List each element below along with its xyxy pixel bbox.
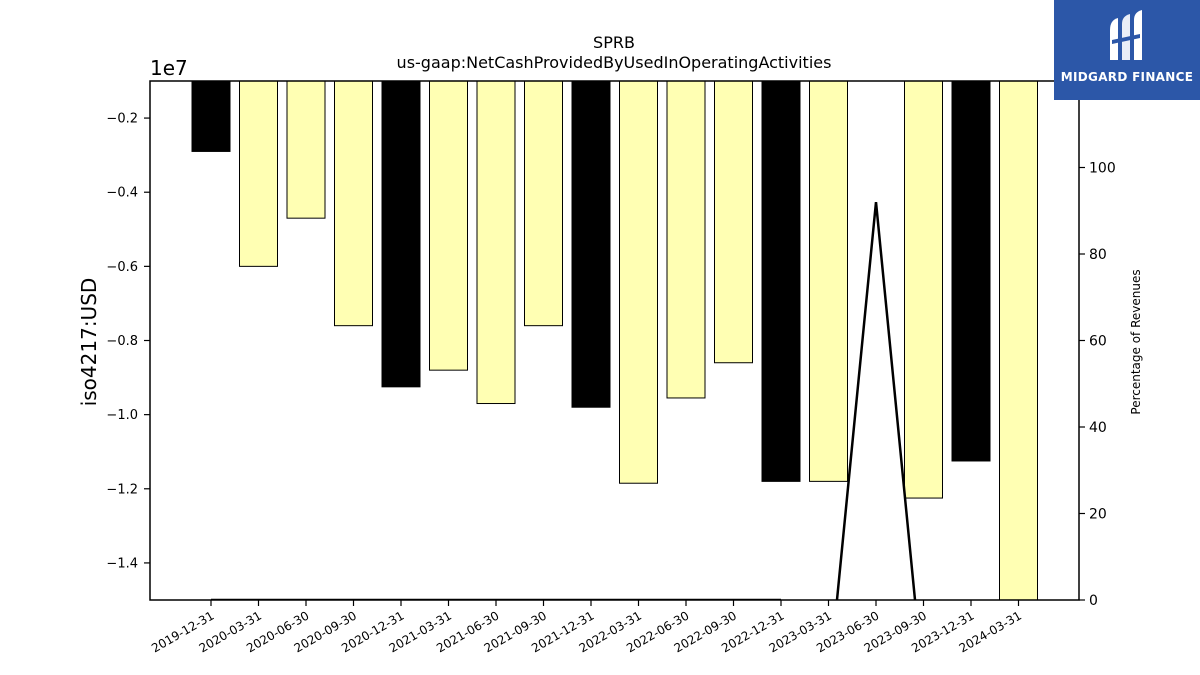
midgard-finance-logo: MIDGARD FINANCE: [1054, 0, 1200, 100]
bar-2019-12-31: [191, 81, 231, 152]
bar-2020-09-30: [334, 81, 373, 327]
y-right-tick-label: 80: [1089, 247, 1107, 263]
bar-2020-03-31: [239, 81, 278, 267]
y-right-axis-label: Percentage of Revenues: [1129, 269, 1143, 414]
bar-2022-09-30: [714, 81, 753, 364]
bar-2021-03-31: [429, 81, 468, 371]
chart-subtitle: us-gaap:NetCashProvidedByUsedInOperating…: [397, 53, 832, 72]
bar-2021-12-31: [571, 81, 611, 408]
plot-frame: [149, 80, 1080, 601]
bar-2024-03-31: [999, 81, 1038, 600]
logo-text: MIDGARD FINANCE: [1060, 70, 1194, 84]
bar-2022-12-31: [761, 81, 801, 482]
bar-2023-09-30: [904, 81, 943, 499]
y-right-tick-label: 20: [1089, 507, 1107, 523]
bar-2020-06-30: [286, 81, 326, 219]
y-tick-label: −1.0: [106, 408, 138, 423]
bar-2023-12-31: [951, 81, 991, 462]
y-right-tick-label: 0: [1089, 593, 1098, 609]
y-tick-label: −0.6: [106, 260, 138, 275]
bar-2020-12-31: [381, 81, 421, 388]
bar-2022-03-31: [619, 81, 658, 484]
y-right-tick-label: 60: [1089, 334, 1107, 350]
logo-mark-icon: [1110, 10, 1142, 60]
y-tick-label: −0.4: [106, 186, 138, 201]
y-multiplier-label: 1e7: [150, 56, 188, 80]
y-tick-label: −0.2: [106, 112, 138, 127]
series-line-2: [835, 201, 917, 600]
chart-title: SPRB: [593, 33, 635, 52]
y-tick-label: −1.2: [106, 482, 138, 497]
bar-2021-06-30: [476, 81, 516, 405]
bar-2022-06-30: [666, 81, 706, 399]
y-right-tick-label: 100: [1089, 161, 1116, 177]
bar-2023-03-31: [809, 81, 848, 482]
y-right-tick-label: 40: [1089, 420, 1107, 436]
bar-2021-09-30: [524, 81, 563, 327]
y-axis-label: iso4217:USD: [77, 278, 101, 407]
y-tick-label: −1.4: [106, 556, 138, 571]
y-tick-label: −0.8: [106, 334, 138, 349]
